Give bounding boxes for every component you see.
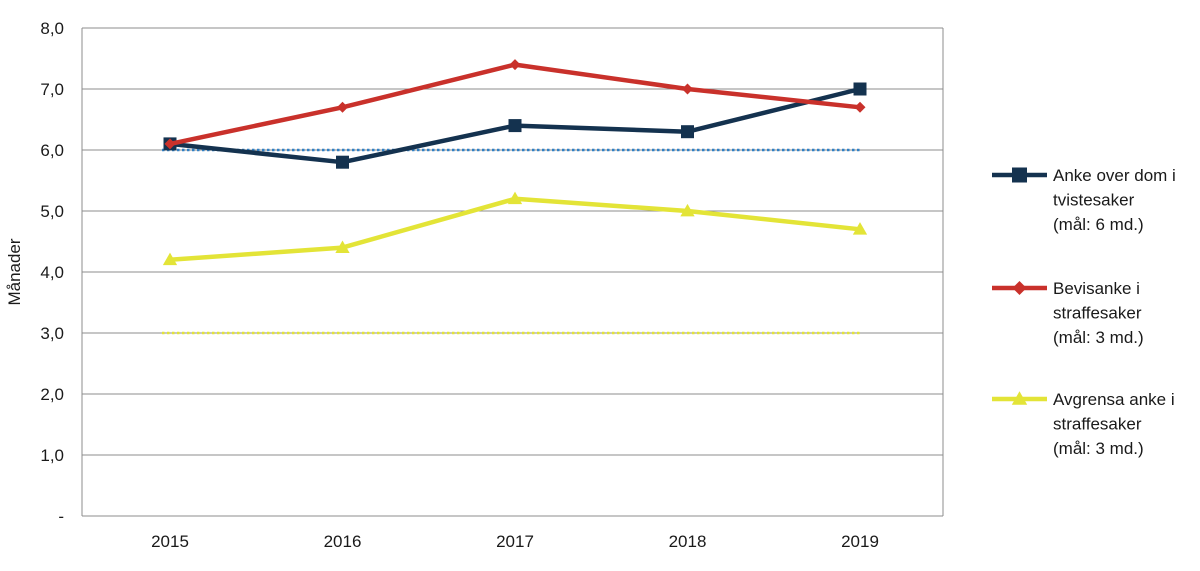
data-point-triangle — [852, 222, 868, 235]
legend-label: (mål: 3 md.) — [1053, 328, 1144, 347]
y-tick-label: 4,0 — [40, 263, 64, 282]
y-tick-label: 2,0 — [40, 385, 64, 404]
data-point-triangle — [335, 240, 350, 253]
y-tick-label: 1,0 — [40, 446, 64, 465]
legend-label: (mål: 6 md.) — [1053, 215, 1144, 234]
data-point-diamond — [164, 138, 176, 150]
data-point-square — [853, 82, 867, 96]
data-point-diamond — [682, 83, 693, 95]
legend: Anke over dom i tvistesaker (mål: 6 md.) Be… — [992, 166, 1176, 458]
x-tick-label: 2019 — [841, 532, 879, 551]
y-axis-title: Månader — [5, 238, 24, 305]
y-tick-label: 5,0 — [40, 202, 64, 221]
y-tick-label: 7,0 — [40, 80, 64, 99]
data-point-diamond — [337, 101, 348, 113]
x-tick-label: 2018 — [669, 532, 707, 551]
data-point-square — [336, 155, 349, 169]
legend-label: Anke over dom i — [1053, 166, 1176, 185]
data-point-diamond — [509, 59, 521, 71]
data-point-square — [681, 125, 694, 139]
legend-label: straffesaker — [1053, 415, 1142, 434]
data-point-square — [1012, 167, 1027, 183]
data-point-diamond — [1012, 281, 1027, 295]
data-point-triangle — [680, 203, 695, 217]
legend-label: tvistesaker — [1053, 191, 1135, 210]
y-tick-label: 3,0 — [40, 324, 64, 343]
x-tick-label: 2016 — [324, 532, 362, 551]
legend-label: (mål: 3 md.) — [1053, 439, 1144, 458]
legend-label: Bevisanke i — [1053, 279, 1140, 298]
data-point-square — [508, 119, 522, 133]
legend-label: straffesaker — [1053, 304, 1142, 323]
series-lines — [162, 59, 868, 266]
grid-lines — [82, 27, 943, 456]
axes: - 1,0 2,0 3,0 4,0 5,0 6,0 7,0 8,0 2015 2016 2017 201… — [40, 19, 944, 551]
legend-label: Avgrensa anke i — [1053, 390, 1175, 409]
x-tick-label: 2015 — [151, 532, 189, 551]
y-tick-label: 8,0 — [40, 19, 64, 38]
y-tick-label: 6,0 — [40, 141, 64, 160]
data-point-triangle — [507, 191, 523, 205]
target-lines — [162, 148, 860, 335]
y-tick-label: - — [58, 507, 64, 526]
data-point-diamond — [854, 101, 866, 113]
x-tick-label: 2017 — [496, 532, 534, 551]
data-point-triangle — [162, 252, 178, 266]
series-line — [167, 196, 863, 263]
data-point-triangle — [1011, 391, 1028, 405]
